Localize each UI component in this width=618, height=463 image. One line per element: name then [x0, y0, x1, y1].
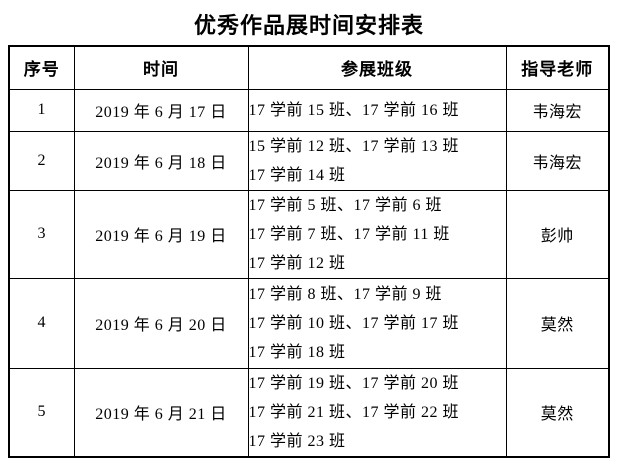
class-line: 17 学前 10 班、17 学前 17 班: [248, 314, 460, 332]
table-row: 2 2019 年 6 月 18 日 15 学前 12 班、17 学前 13 班 …: [8, 130, 610, 191]
teacher-cell: 彭帅: [505, 189, 610, 279]
table-row: 1 2019 年 6 月 17 日 17 学前 15 班、17 学前 16 班 …: [8, 88, 610, 132]
class-line: 17 学前 19 班、17 学前 20 班: [248, 374, 460, 392]
classes-cell: 17 学前 5 班、17 学前 6 班 17 学前 7 班、17 学前 11 班…: [247, 189, 507, 279]
date-cell: 2019 年 6 月 17 日: [73, 88, 249, 132]
header-time: 时间: [73, 45, 249, 90]
table-row: 4 2019 年 6 月 20 日 17 学前 8 班、17 学前 9 班 17…: [8, 277, 610, 369]
no-cell: 4: [8, 277, 75, 369]
classes-cell: 17 学前 15 班、17 学前 16 班: [247, 88, 507, 132]
teacher-cell: 韦海宏: [505, 130, 610, 191]
class-line: 17 学前 8 班、17 学前 9 班: [248, 285, 443, 303]
page-title: 优秀作品展时间安排表: [193, 13, 424, 38]
header-teacher: 指导老师: [505, 45, 610, 90]
class-line: 17 学前 21 班、17 学前 22 班: [248, 403, 460, 421]
date-cell: 2019 年 6 月 21 日: [73, 367, 249, 457]
schedule-table: 序号 时间 参展班级 指导老师 1 2019 年 6 月 17 日 17 学前 …: [8, 45, 610, 458]
no-cell: 1: [8, 88, 75, 132]
class-line: 17 学前 23 班: [248, 432, 346, 450]
table-header-row: 序号 时间 参展班级 指导老师: [8, 45, 610, 90]
class-line: 17 学前 5 班、17 学前 6 班: [248, 196, 443, 214]
class-line: 15 学前 12 班、17 学前 13 班: [248, 137, 460, 155]
class-line: 17 学前 7 班、17 学前 11 班: [248, 225, 450, 243]
teacher-cell: 韦海宏: [505, 88, 610, 132]
no-cell: 5: [8, 367, 75, 457]
class-line: 17 学前 12 班: [248, 254, 346, 272]
table-row: 5 2019 年 6 月 21 日 17 学前 19 班、17 学前 20 班 …: [8, 367, 610, 457]
header-no: 序号: [8, 45, 75, 90]
date-cell: 2019 年 6 月 18 日: [73, 130, 249, 191]
table-row: 3 2019 年 6 月 19 日 17 学前 5 班、17 学前 6 班 17…: [8, 189, 610, 279]
no-cell: 2: [8, 130, 75, 191]
teacher-cell: 莫然: [505, 277, 610, 369]
classes-cell: 17 学前 8 班、17 学前 9 班 17 学前 10 班、17 学前 17 …: [247, 277, 507, 369]
no-cell: 3: [8, 189, 75, 279]
date-cell: 2019 年 6 月 19 日: [73, 189, 249, 279]
class-line: 17 学前 15 班、17 学前 16 班: [248, 101, 460, 119]
classes-cell: 17 学前 19 班、17 学前 20 班 17 学前 21 班、17 学前 2…: [247, 367, 507, 457]
class-line: 17 学前 14 班: [248, 166, 346, 184]
date-cell: 2019 年 6 月 20 日: [73, 277, 249, 369]
header-classes: 参展班级: [247, 45, 507, 90]
classes-cell: 15 学前 12 班、17 学前 13 班 17 学前 14 班: [247, 130, 507, 191]
class-line: 17 学前 18 班: [248, 343, 346, 361]
teacher-cell: 莫然: [505, 367, 610, 457]
